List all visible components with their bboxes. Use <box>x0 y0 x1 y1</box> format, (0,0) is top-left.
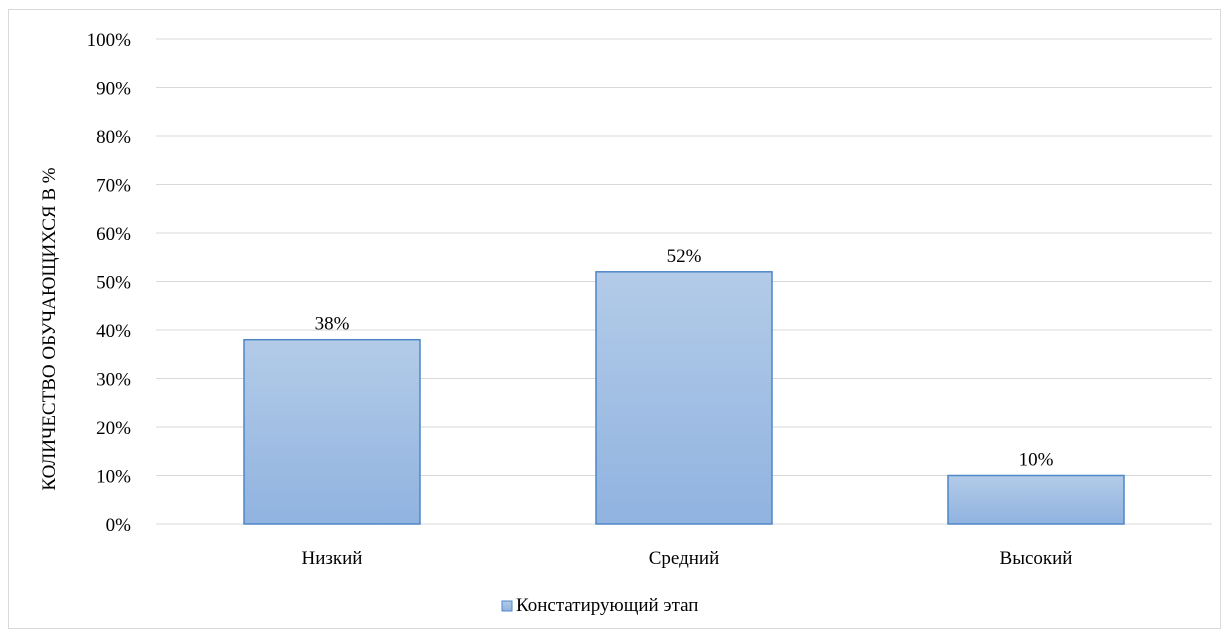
y-axis-ticks: 0% 10% 20% 30% 40% 50% 60% 70% 80% 90% 100% <box>87 30 132 536</box>
y-tick-label: 80% <box>96 127 131 148</box>
y-tick-label: 70% <box>96 176 131 197</box>
y-tick-label: 0% <box>106 515 132 536</box>
x-axis-category-labels: Низкий Средний Высокий <box>302 548 1073 569</box>
data-label-0: 38% <box>315 314 350 335</box>
y-tick-label: 50% <box>96 273 131 294</box>
y-tick-label: 30% <box>96 370 131 391</box>
legend-label: Констатирующий этап <box>516 595 698 616</box>
bars: 38% 52% 10% <box>243 246 1125 525</box>
y-tick-label: 90% <box>96 79 131 100</box>
y-tick-label: 40% <box>96 321 131 342</box>
data-label-2: 10% <box>1019 450 1054 471</box>
bar-2 <box>947 474 1125 525</box>
legend: Констатирующий этап <box>501 595 698 616</box>
x-category-label-2: Высокий <box>1000 548 1073 569</box>
bar-1 <box>595 271 773 525</box>
y-tick-label: 100% <box>87 30 132 51</box>
y-tick-label: 10% <box>96 467 131 488</box>
y-axis-title: КОЛИЧЕСТВО ОБУЧАЮЩИХСЯ В % <box>39 167 60 490</box>
x-category-label-1: Средний <box>649 548 720 569</box>
legend-swatch <box>501 600 513 612</box>
bar-0 <box>243 338 421 525</box>
data-label-1: 52% <box>667 246 702 267</box>
y-tick-label: 60% <box>96 224 131 245</box>
y-tick-label: 20% <box>96 418 131 439</box>
x-category-label-0: Низкий <box>302 548 363 569</box>
